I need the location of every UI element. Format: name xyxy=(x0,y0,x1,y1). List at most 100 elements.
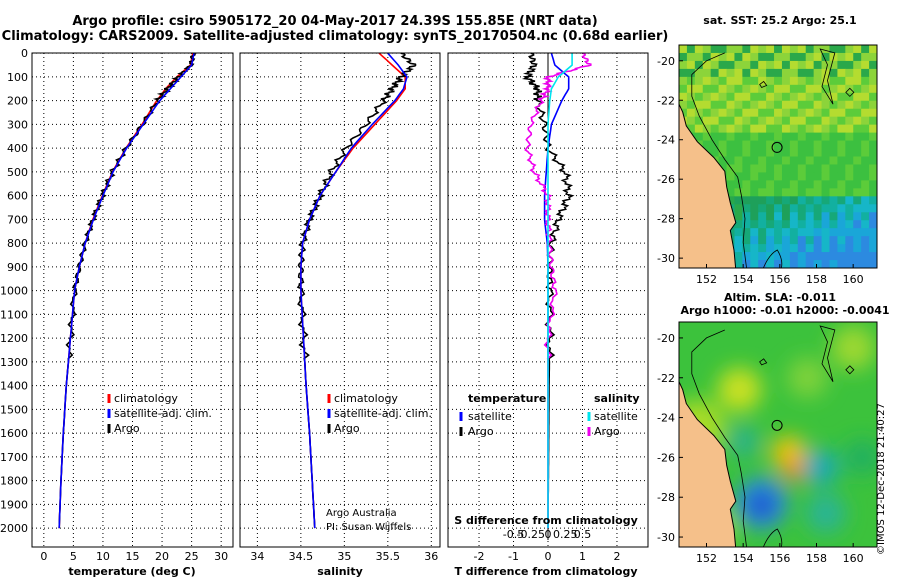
sst-cell xyxy=(821,244,830,253)
sst-cell xyxy=(821,52,830,62)
sst-cell xyxy=(837,228,846,237)
sst-cell xyxy=(750,236,759,245)
y-tick-label: 1600 xyxy=(0,427,28,440)
sst-cell xyxy=(869,228,877,237)
legend-item: Argo xyxy=(468,425,494,438)
sst-cell xyxy=(845,156,854,165)
sst-cell xyxy=(774,172,783,181)
sst-cell xyxy=(805,116,815,126)
sst-cell xyxy=(821,84,830,94)
panel-frame-temperature xyxy=(31,52,234,548)
land-polygon xyxy=(679,103,737,268)
sst-cell xyxy=(829,116,838,126)
sst-cell xyxy=(837,116,846,126)
sst-cell xyxy=(766,228,775,237)
sst-cell xyxy=(750,100,759,110)
sst-cell xyxy=(774,132,783,142)
sst-cell xyxy=(686,92,696,102)
sst-cell xyxy=(774,260,783,268)
sst-cell xyxy=(805,100,815,110)
sst-cell xyxy=(829,68,838,78)
sst-cell xyxy=(781,68,791,78)
sst-cell xyxy=(718,45,728,54)
sst-cell xyxy=(853,228,862,237)
sst-cell xyxy=(853,188,862,197)
y-tick-label: 400 xyxy=(7,142,28,155)
x-tick-label: 35.5 xyxy=(376,550,401,563)
sst-cell xyxy=(829,244,838,253)
sst-cell xyxy=(813,212,823,221)
y-tick-label: 800 xyxy=(7,237,28,250)
sst-cell xyxy=(781,260,791,268)
x-tick-label: -1 xyxy=(508,550,519,563)
sst-cell xyxy=(766,140,775,150)
sst-cell xyxy=(805,52,815,62)
sst-cell xyxy=(686,52,696,62)
sst-cell xyxy=(837,140,846,150)
sst-cell xyxy=(861,100,870,110)
sst-cell xyxy=(686,116,696,126)
sst-cell xyxy=(781,148,791,157)
sst-cell xyxy=(718,100,728,110)
sst-cell xyxy=(845,124,854,134)
sst-cell xyxy=(734,172,743,181)
sst-cell xyxy=(750,84,759,94)
sst-cell xyxy=(845,164,854,173)
sst-cell xyxy=(837,252,846,261)
sst-cell xyxy=(758,196,767,205)
sst-cell xyxy=(710,116,720,126)
sst-cell xyxy=(869,212,877,221)
sst-cell xyxy=(853,116,862,126)
map-y-tick-label: -26 xyxy=(657,173,675,186)
sst-cell xyxy=(869,132,877,142)
sst-cell xyxy=(869,84,877,94)
sst-cell xyxy=(774,228,783,237)
sst-cell xyxy=(829,164,838,173)
sst-cell xyxy=(837,124,846,134)
sst-cell xyxy=(758,68,767,78)
sst-cell xyxy=(797,172,807,181)
sst-cell xyxy=(710,68,720,78)
sst-cell xyxy=(861,164,870,173)
sst-cell xyxy=(869,164,877,173)
sst-cell xyxy=(853,204,862,213)
sst-cell xyxy=(861,212,870,221)
sst-cell xyxy=(789,132,799,142)
sst-cell xyxy=(742,68,751,78)
y-tick-label: 1100 xyxy=(0,308,28,321)
sst-cell xyxy=(789,220,799,229)
sst-cell xyxy=(789,172,799,181)
sst-cell xyxy=(869,68,877,78)
sst-cell xyxy=(742,124,751,134)
sst-cell xyxy=(758,148,767,157)
sla-blob xyxy=(782,457,807,482)
s-tick-label: 0 xyxy=(545,528,552,541)
sst-cell xyxy=(694,76,704,86)
sst-cell xyxy=(805,172,815,181)
sst-cell xyxy=(805,148,815,157)
float-marker xyxy=(771,419,783,431)
sst-cell xyxy=(718,124,728,134)
sst-cell xyxy=(781,204,791,213)
sst-cell xyxy=(758,188,767,197)
x-tick-label: 10 xyxy=(96,550,110,563)
sst-cell xyxy=(742,45,751,54)
map-y-tick-label: -22 xyxy=(657,94,675,107)
sst-cell xyxy=(742,132,751,142)
sst-cell xyxy=(829,260,838,268)
sst-cell xyxy=(702,60,712,70)
sst-cell xyxy=(781,252,791,261)
sst-cell xyxy=(750,244,759,253)
sst-cell xyxy=(742,92,751,102)
y-tick-label: 100 xyxy=(7,71,28,84)
sst-cell xyxy=(766,148,775,157)
sst-map-title: sat. SST: 25.2 Argo: 25.1 xyxy=(703,14,857,27)
sst-cell xyxy=(789,76,799,86)
sst-cell xyxy=(797,220,807,229)
sst-cell xyxy=(837,76,846,86)
y-tick-label: 1300 xyxy=(0,356,28,369)
sst-cell xyxy=(718,60,728,70)
sst-cell xyxy=(829,60,838,70)
x-tick-label: 20 xyxy=(155,550,169,563)
sst-cell xyxy=(789,204,799,213)
